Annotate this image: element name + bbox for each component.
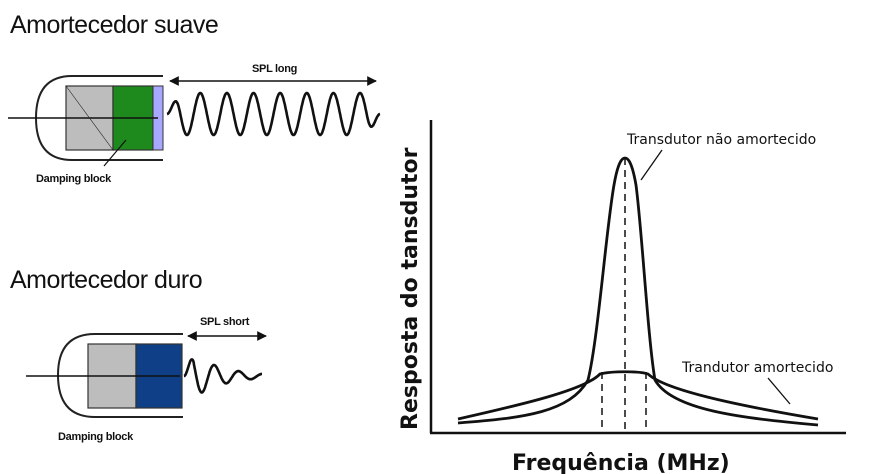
short-pulse-wave — [183, 358, 263, 394]
frequency-response-chart: Transdutor não amortecido Trandutor amor… — [398, 120, 846, 474]
long-pulse-wave — [166, 91, 381, 137]
soft-transducer — [8, 75, 164, 161]
x-axis-label: Frequência (MHz) — [512, 451, 730, 474]
y-axis-label: Resposta do tansdutor — [398, 147, 423, 430]
undamped-response-curve — [457, 156, 819, 427]
damped-leader-line — [767, 377, 791, 405]
spl-short-label: SPL short — [200, 316, 250, 328]
soft-damping-label: Damping block — [36, 173, 112, 185]
hard-damping-title: Amortecedor duro — [10, 266, 202, 294]
soft-damping-pointer — [103, 139, 127, 167]
hard-damping-label: Damping block — [58, 431, 134, 443]
damped-curve-label: Trandutor amortecido — [681, 360, 833, 376]
soft-damping-title: Amortecedor suave — [10, 11, 218, 39]
spl-long-label: SPL long — [252, 63, 297, 75]
undamped-curve-label: Transdutor não amortecido — [626, 132, 816, 148]
damped-response-curve — [457, 370, 819, 421]
undamped-leader-line — [640, 149, 663, 181]
hard-transducer — [26, 333, 183, 418]
